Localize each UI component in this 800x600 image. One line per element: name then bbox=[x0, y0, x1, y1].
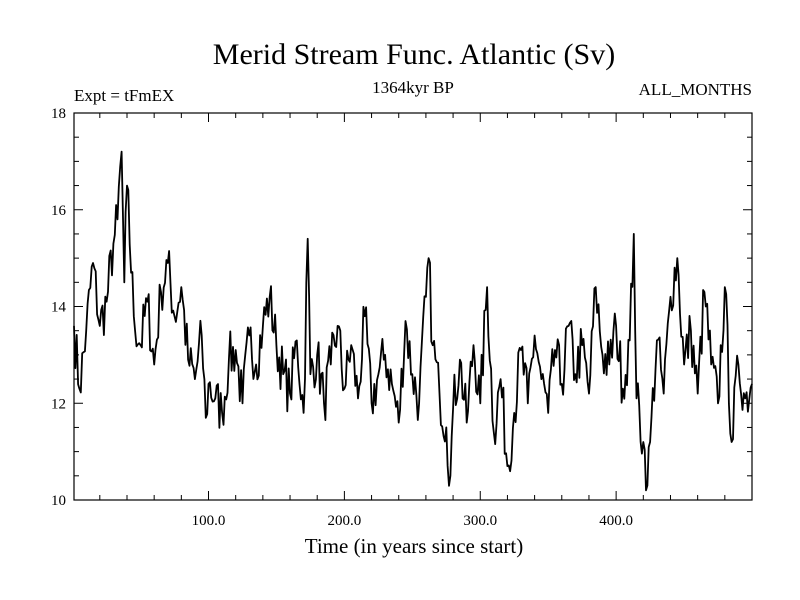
x-axis: 100.0 200.0 300.0 400.0 bbox=[99, 113, 726, 529]
x-tick-label: 200.0 bbox=[328, 513, 362, 529]
y-tick-label: 18 bbox=[51, 106, 66, 122]
chart-title: Merid Stream Func. Atlantic (Sv) bbox=[213, 38, 615, 71]
x-tick-label: 100.0 bbox=[192, 513, 226, 529]
x-tick-label: 300.0 bbox=[463, 513, 497, 529]
y-axis: 10 12 14 16 18 bbox=[51, 106, 752, 509]
y-tick-label: 12 bbox=[51, 396, 66, 412]
series-line bbox=[73, 150, 753, 492]
months-label: ALL_MONTHS bbox=[639, 80, 752, 99]
y-tick-label: 10 bbox=[51, 493, 66, 509]
y-tick-label: 14 bbox=[51, 300, 67, 316]
y-tick-label: 16 bbox=[51, 203, 67, 219]
x-tick-label: 400.0 bbox=[599, 513, 633, 529]
period-label: 1364kyr BP bbox=[372, 78, 454, 97]
experiment-label: Expt = tFmEX bbox=[74, 86, 174, 105]
x-axis-label: Time (in years since start) bbox=[305, 534, 524, 558]
